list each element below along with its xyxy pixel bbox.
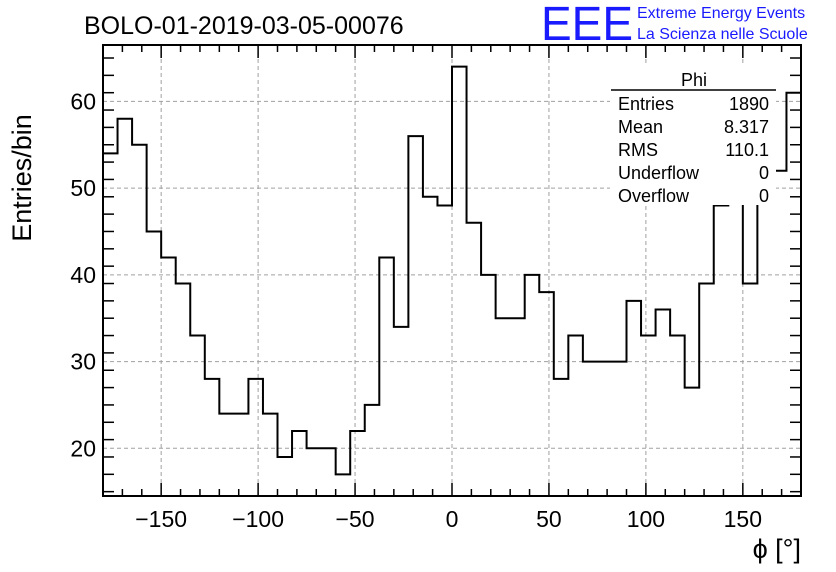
y-tick-label: 60 [70,88,96,114]
stats-value: 0 [759,186,769,206]
x-tick-label: 50 [536,506,562,532]
axis-ticks [102,45,802,496]
x-tick-label: 150 [724,506,762,532]
x-tick-labels: −150 −100 −50 0 50 100 150 [135,506,762,532]
stats-rows: Entries 1890 Mean 8.317 RMS 110.1 Underflow 0 Ov… [618,94,769,206]
logo-line-2: La Scienza nelle Scuole [637,26,808,43]
stats-value: 110.1 [725,140,769,160]
logo-line-1: Extreme Energy Events [637,5,805,22]
stats-label: Mean [618,117,663,137]
stats-value: 1890 [729,94,769,114]
y-tick-label: 40 [70,262,96,288]
x-tick-label: −150 [135,506,187,532]
y-tick-label: 20 [70,435,96,461]
y-tick-label: 50 [70,175,96,201]
stats-label: Underflow [618,163,700,183]
stats-name: Phi [681,70,707,90]
y-axis-label: Entries/bin [7,114,37,242]
stats-value: 8.317 [724,117,769,137]
stats-label: Overflow [618,186,690,206]
chart-title: BOLO-01-2019-03-05-00076 [84,12,404,40]
x-tick-label: −50 [336,506,375,532]
eee-logo: EEE Extreme Energy Events La Scienza nel… [541,0,808,51]
y-tick-labels: 20 30 40 50 60 [70,88,96,461]
y-tick-label: 30 [70,349,96,375]
stats-value: 0 [759,163,769,183]
stats-label: Entries [618,94,674,114]
stats-box-background [610,65,776,205]
histogram-line [103,65,802,476]
stats-box: Phi Entries 1890 Mean 8.317 RMS 110.1 Underflo… [610,65,776,206]
stats-label: RMS [618,140,658,160]
x-axis-label: ϕ [°] [753,534,801,564]
logo-mark: EEE [541,0,633,51]
x-tick-label: −100 [232,506,284,532]
x-tick-label: 100 [627,506,665,532]
x-tick-label: 0 [446,506,459,532]
